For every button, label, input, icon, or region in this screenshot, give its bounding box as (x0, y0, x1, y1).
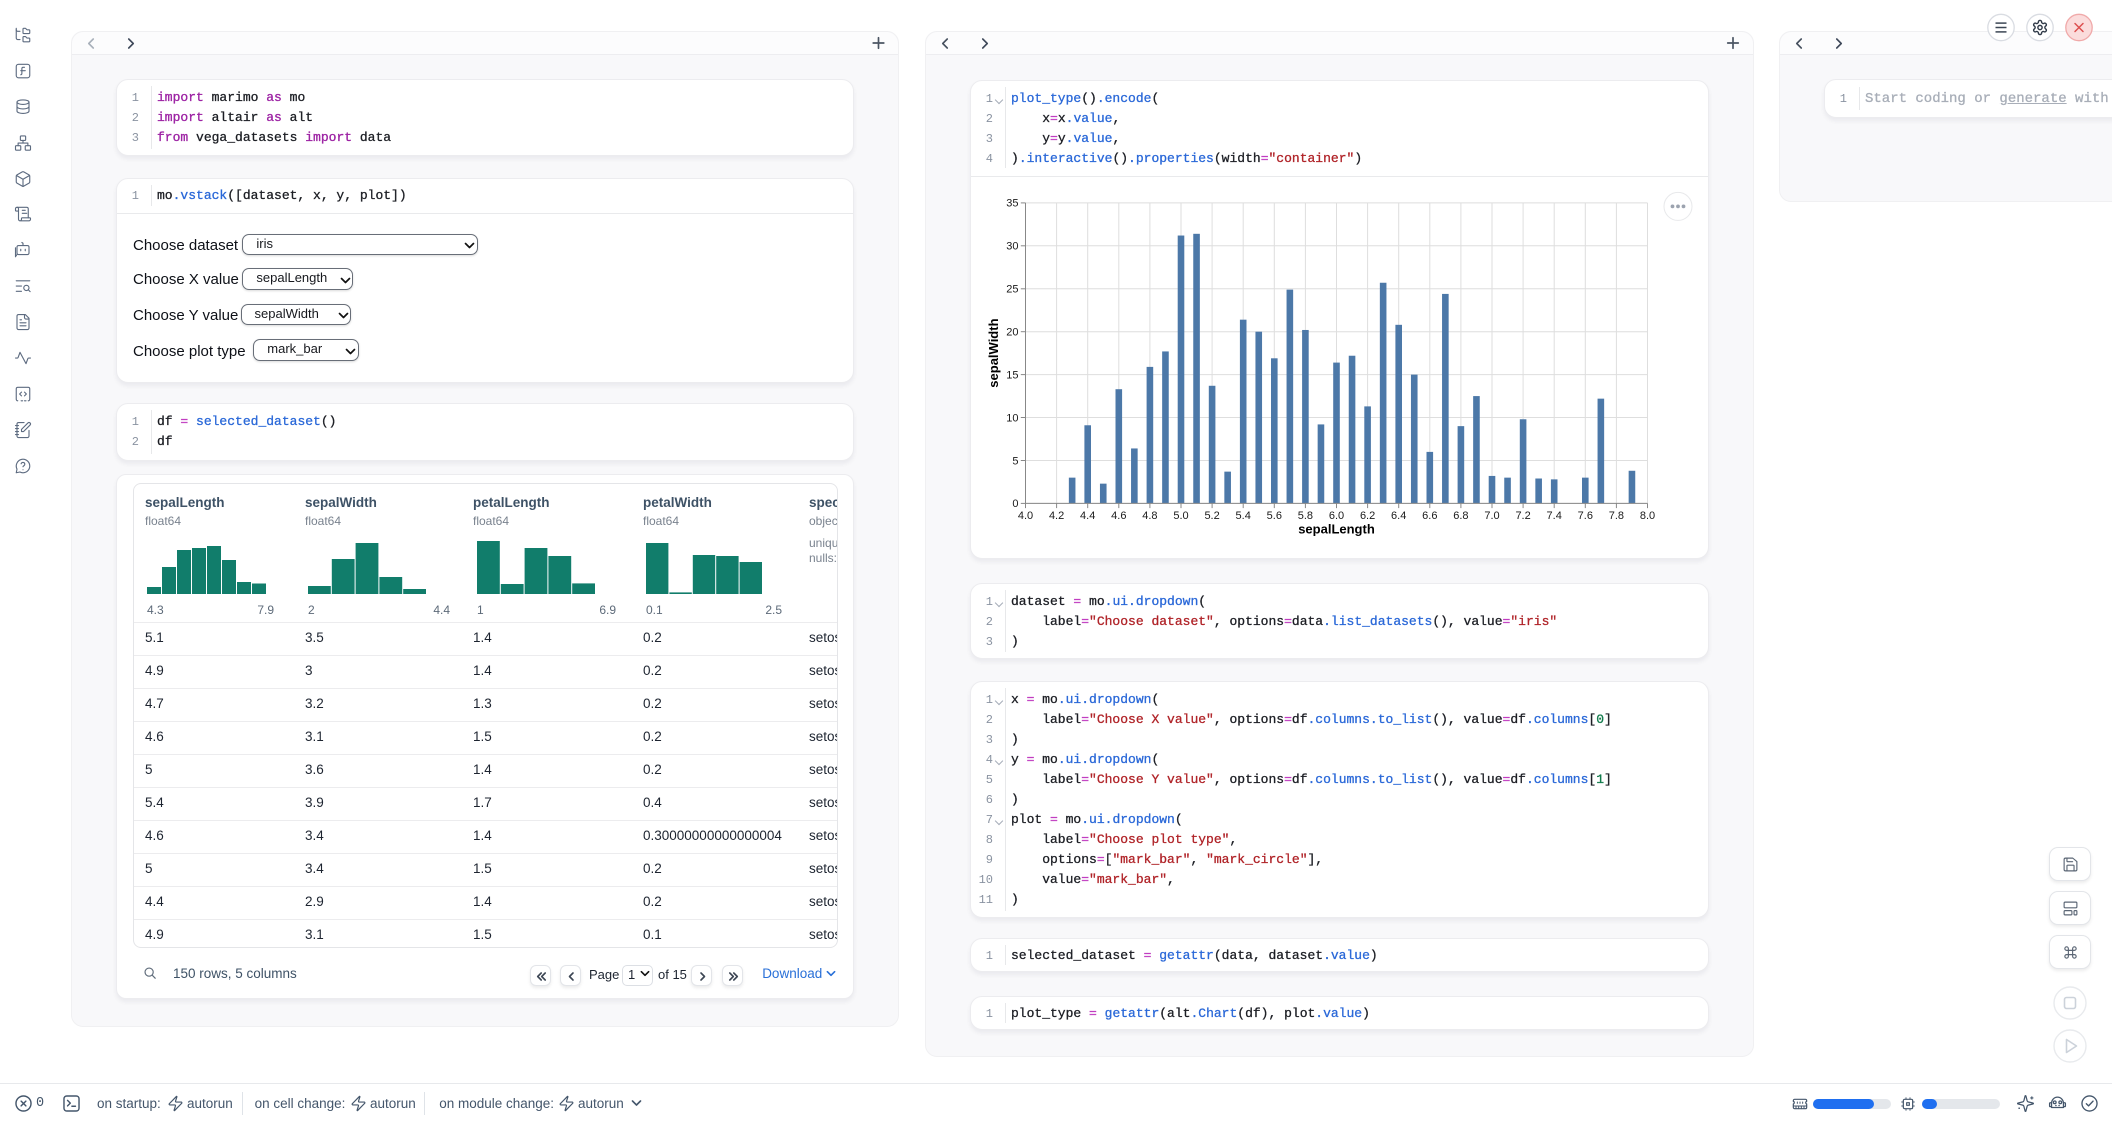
svg-text:25: 25 (1006, 283, 1018, 295)
svg-text:7.6: 7.6 (1578, 510, 1593, 522)
svg-text:8.0: 8.0 (1640, 510, 1655, 522)
svg-text:5.2: 5.2 (1204, 510, 1219, 522)
svg-text:10: 10 (1006, 412, 1018, 424)
svg-text:6.8: 6.8 (1453, 510, 1468, 522)
svg-text:5.6: 5.6 (1267, 510, 1282, 522)
svg-text:7.2: 7.2 (1515, 510, 1530, 522)
svg-text:7.4: 7.4 (1547, 510, 1562, 522)
svg-text:4.6: 4.6 (1111, 510, 1126, 522)
svg-text:5: 5 (1012, 455, 1018, 467)
svg-text:6.2: 6.2 (1360, 510, 1375, 522)
svg-text:6.6: 6.6 (1422, 510, 1437, 522)
svg-text:4.8: 4.8 (1142, 510, 1157, 522)
svg-text:5.4: 5.4 (1236, 510, 1251, 522)
svg-text:sepalLength: sepalLength (1298, 521, 1375, 536)
svg-text:35: 35 (1006, 197, 1018, 209)
svg-text:30: 30 (1006, 240, 1018, 252)
svg-text:5.8: 5.8 (1298, 510, 1313, 522)
svg-text:4.0: 4.0 (1018, 510, 1033, 522)
svg-text:6.0: 6.0 (1329, 510, 1344, 522)
svg-text:4.4: 4.4 (1080, 510, 1095, 522)
svg-text:4.2: 4.2 (1049, 510, 1064, 522)
svg-text:15: 15 (1006, 369, 1018, 381)
svg-text:sepalWidth: sepalWidth (986, 318, 1001, 387)
svg-text:5.0: 5.0 (1173, 510, 1188, 522)
svg-text:20: 20 (1006, 326, 1018, 338)
svg-text:7.0: 7.0 (1484, 510, 1499, 522)
svg-text:6.4: 6.4 (1391, 510, 1406, 522)
svg-text:7.8: 7.8 (1609, 510, 1624, 522)
svg-text:0: 0 (1012, 498, 1018, 510)
